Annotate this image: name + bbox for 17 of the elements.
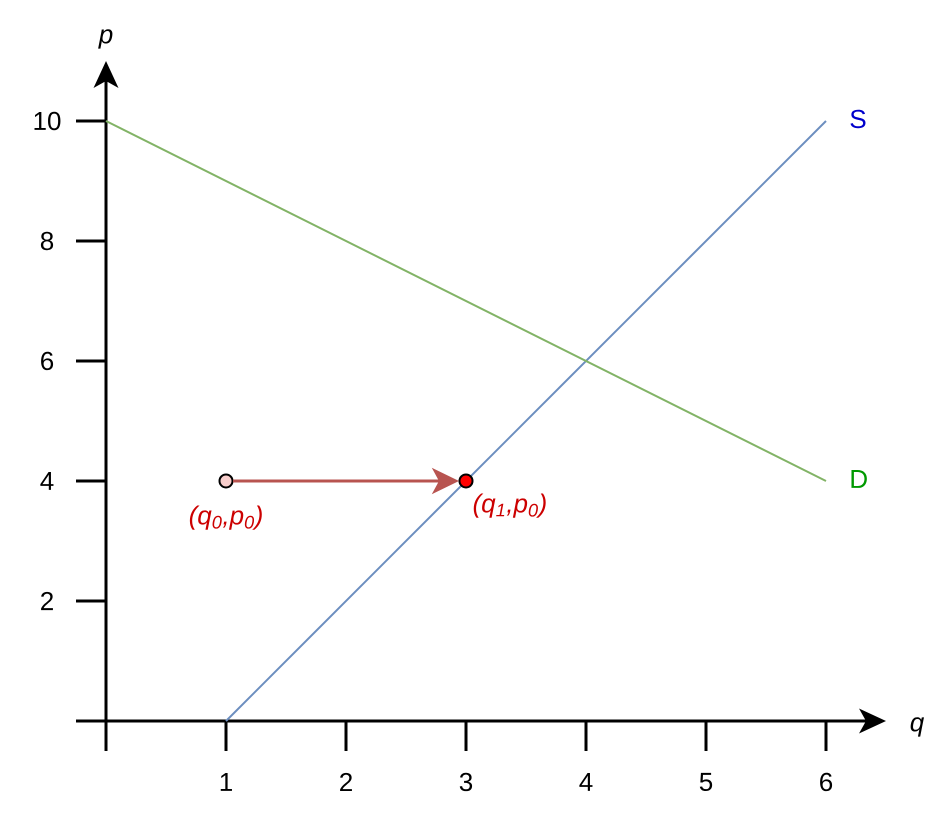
x-axis-title: q: [910, 717, 924, 737]
x-tick-label: 5: [700, 772, 712, 792]
x-tick-label: 3: [460, 772, 472, 792]
y-tick-label: 6: [41, 352, 54, 370]
series-label: S: [850, 110, 866, 128]
y-tick-label: 2: [41, 592, 53, 610]
x-tick-label: 4: [579, 773, 592, 791]
y-axis-title: p: [98, 29, 112, 49]
y-tick-label: 8: [40, 232, 54, 250]
x-tick-label: 6: [820, 772, 832, 792]
y-tick-label: 4: [40, 472, 54, 490]
x-tick-label: 1: [220, 773, 232, 791]
series-label: D: [851, 470, 867, 488]
y-tick-label: 10: [34, 112, 60, 130]
x-tick-label: 2: [340, 772, 352, 792]
annotation: (q$_{1}$,p$_{0}$): [474, 494, 546, 518]
annotation: (q$_{0}$,p$_{0}$): [190, 506, 262, 530]
